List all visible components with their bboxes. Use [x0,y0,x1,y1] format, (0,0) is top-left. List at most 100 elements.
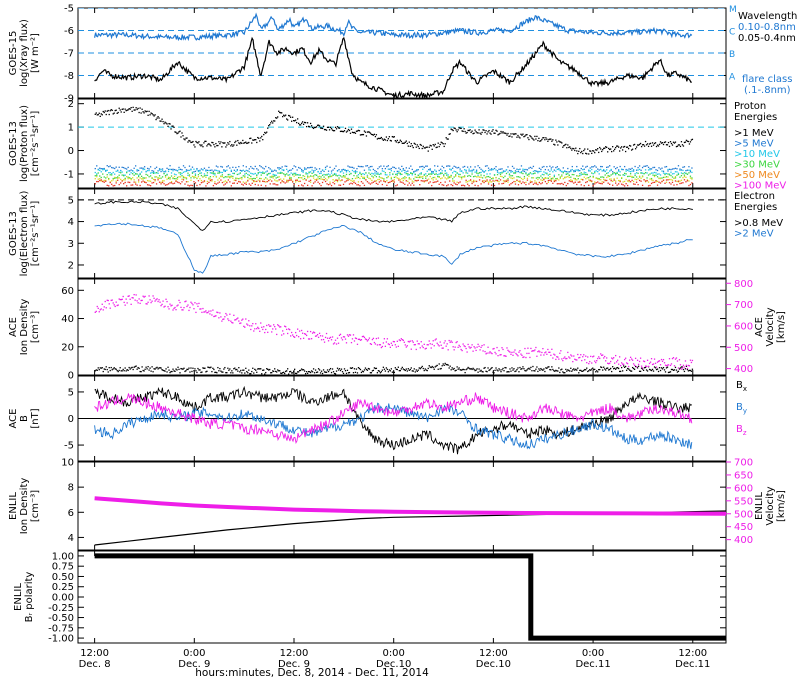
data-point [260,368,262,370]
data-point [371,370,374,372]
data-point [279,326,281,328]
data-point [438,183,440,185]
data-point [164,171,167,173]
data-point [512,133,514,135]
data-point [196,169,198,171]
data-point [662,170,665,172]
data-point [586,181,588,183]
data-point [505,179,508,181]
data-point [689,369,692,372]
data-point [487,131,489,133]
data-point [351,183,354,185]
data-point [513,167,515,169]
data-point [482,371,484,373]
data-point [368,368,371,370]
data-point [402,142,404,144]
data-point [458,367,460,369]
data-point [647,181,650,183]
data-point [268,369,270,371]
data-point [309,330,312,333]
data-point [281,166,283,168]
data-point [682,368,685,371]
legend-subscript: z [743,429,747,437]
data-point [581,150,583,153]
data-point [306,175,309,177]
data-point [492,168,494,171]
data-point [214,174,216,176]
data-point [435,338,437,340]
data-point [640,177,642,179]
data-point [175,174,177,176]
data-point [534,349,536,351]
data-point [541,166,544,168]
data-point [185,170,188,172]
data-point [445,137,447,139]
data-point [313,372,316,374]
data-point [376,344,379,346]
data-point [402,179,404,182]
data-point [353,131,356,134]
x-tick-date: Dec.10 [376,659,411,670]
data-point [221,181,224,184]
data-point [574,149,576,152]
data-point [598,178,600,181]
data-point [528,183,530,185]
data-point [409,368,411,371]
data-point [529,180,532,182]
data-point [142,295,144,297]
data-point [547,366,549,368]
data-point [434,143,436,146]
data-point [193,168,195,170]
data-point [179,176,182,178]
data-point [580,184,582,186]
data-point [248,369,250,371]
data-point [607,166,609,168]
data-point [472,181,475,183]
data-point [537,351,539,353]
data-point [680,179,683,181]
data-point [376,138,379,140]
y-tick-label: 0.25 [52,582,74,593]
data-point [447,349,449,351]
data-point [568,176,570,179]
data-point [665,172,668,175]
data-point [416,170,418,172]
data-point [670,174,672,177]
data-point [194,182,197,184]
data-point [641,166,644,169]
data-point [519,180,521,182]
data-point [407,184,409,186]
data-point [200,145,202,147]
data-point [573,355,575,357]
data-point [646,172,648,174]
data-point [102,370,104,373]
data-point [130,106,132,109]
data-point [470,346,472,349]
data-point [377,178,379,181]
data-point [564,181,566,184]
data-point [434,339,436,341]
data-point [656,368,659,370]
data-point [543,137,545,139]
data-point [582,179,584,181]
data-point [105,307,107,309]
data-point [396,184,398,186]
data-point [496,173,499,176]
data-point [438,145,440,148]
data-point [548,366,550,368]
data-point [408,369,410,371]
data-point [142,167,144,169]
data-point [277,184,279,186]
data-point [366,175,369,177]
data-point [451,367,453,369]
data-point [590,355,592,358]
data-point [299,124,302,126]
data-point [190,301,192,303]
data-point [495,353,497,355]
data-point [562,172,564,174]
data-point [506,134,508,136]
legend-subscript: y [743,407,747,415]
data-point [618,170,620,172]
data-point [587,370,589,373]
data-point [263,369,265,371]
